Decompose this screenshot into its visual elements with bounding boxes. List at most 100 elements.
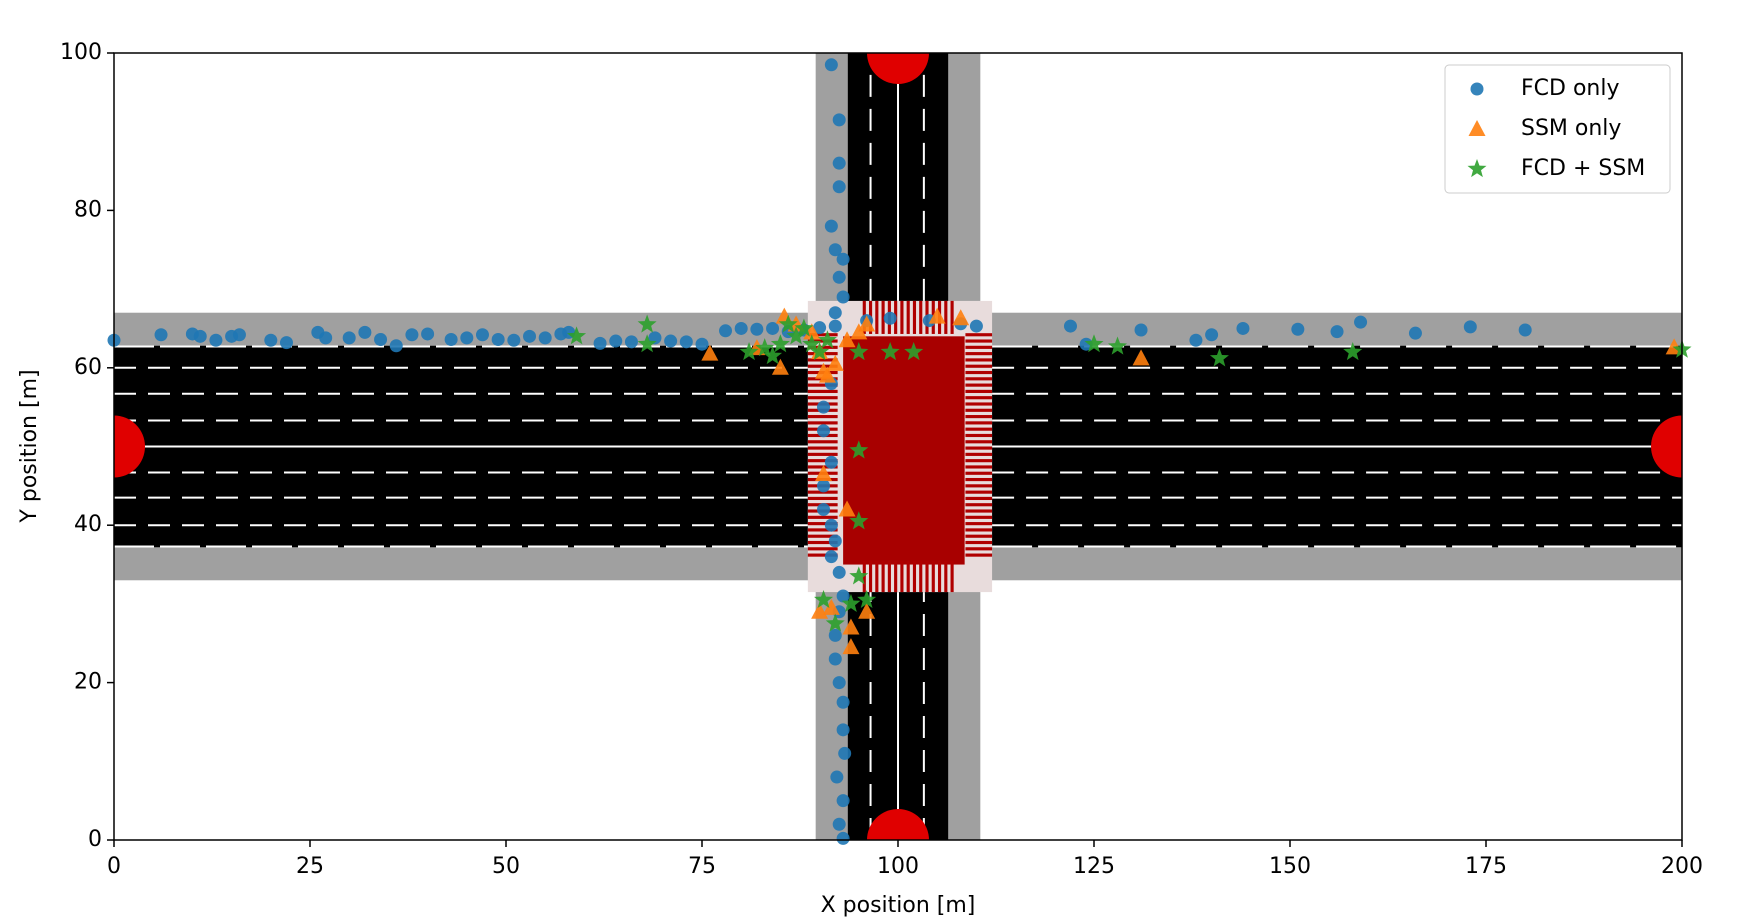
data-point	[828, 306, 842, 320]
data-point	[832, 180, 846, 194]
data-point	[719, 324, 733, 338]
y-tick-label: 60	[74, 355, 102, 380]
y-tick-label: 80	[74, 197, 102, 222]
crosswalk-stripe	[931, 560, 935, 593]
data-point	[832, 565, 846, 579]
data-point	[460, 331, 474, 345]
legend-label: FCD + SSM	[1521, 156, 1645, 181]
data-point	[832, 156, 846, 170]
node-marker	[867, 809, 929, 840]
legend-box	[1444, 64, 1671, 194]
data-point	[824, 58, 838, 72]
crosswalk-stripe	[807, 421, 838, 425]
crosswalk-stripe	[919, 300, 923, 334]
crosswalk-stripe	[965, 370, 993, 375]
crosswalk-stripe	[965, 377, 993, 381]
data-point	[209, 333, 223, 347]
crosswalk-stripe	[965, 433, 993, 438]
data-point	[279, 336, 293, 350]
data-point	[593, 336, 607, 350]
x-tick-label: 75	[688, 854, 716, 879]
crosswalk-stripe	[965, 547, 993, 551]
crosswalk-stripe	[807, 440, 838, 444]
data-point	[842, 618, 860, 635]
data-point	[817, 479, 831, 493]
data-point	[193, 329, 207, 343]
data-point	[1291, 322, 1305, 336]
data-point	[444, 332, 458, 346]
crosswalk-stripe	[894, 560, 898, 593]
data-point	[523, 329, 537, 343]
data-point	[842, 638, 860, 655]
crosswalk-stripe	[950, 560, 954, 593]
crosswalk-stripe	[965, 427, 993, 431]
data-point	[1518, 323, 1532, 337]
data-point	[491, 332, 505, 346]
data-point	[904, 342, 924, 361]
crosswalk-stripe	[807, 553, 838, 557]
data-point	[818, 366, 836, 383]
data-point	[824, 518, 838, 532]
crosswalk-stripe	[807, 333, 838, 337]
data-point	[836, 252, 850, 266]
crosswalk-stripe	[807, 415, 838, 419]
data-point	[739, 342, 759, 361]
data-point	[538, 331, 552, 345]
data-point	[817, 424, 831, 438]
data-point	[1330, 325, 1344, 339]
data-point	[1189, 333, 1203, 347]
data-point	[342, 331, 356, 345]
data-point	[849, 566, 869, 585]
data-point	[763, 345, 783, 365]
data-point	[824, 550, 838, 564]
crosswalk-stripe	[906, 300, 910, 334]
x-axis-label: X position [m]	[821, 893, 976, 918]
data-point	[154, 328, 168, 342]
crosswalk-stripe	[965, 522, 993, 526]
data-point	[836, 831, 850, 845]
x-tick-label: 175	[1465, 854, 1507, 879]
data-point	[507, 333, 521, 347]
data-point	[857, 589, 877, 609]
crosswalk-stripe	[807, 446, 838, 450]
node-marker	[1651, 415, 1682, 478]
data-point	[232, 328, 246, 342]
legend-label: SSM only	[1521, 116, 1621, 141]
data-point	[1408, 326, 1422, 340]
data-point	[701, 344, 719, 361]
data-point	[832, 676, 846, 690]
crosswalk-stripe	[965, 389, 993, 393]
scatter-points	[107, 58, 1692, 845]
crosswalk-stripe	[965, 440, 993, 444]
crosswalk-stripe	[965, 490, 993, 494]
crosswalk-stripe	[900, 300, 904, 334]
data-point	[836, 723, 850, 737]
crosswalk-stripe	[906, 560, 910, 593]
data-point	[814, 589, 834, 609]
data-point	[770, 334, 790, 353]
data-point	[1236, 321, 1250, 335]
data-point	[815, 465, 833, 482]
crosswalk-stripe	[965, 452, 993, 456]
data-point	[880, 342, 900, 361]
data-point	[830, 770, 844, 784]
crosswalk-stripe	[944, 300, 948, 334]
legend: FCD only SSM only FCD + SSM	[1444, 64, 1671, 194]
data-point	[358, 325, 372, 339]
crosswalk-stripe	[965, 534, 993, 538]
crosswalk-stripe	[807, 534, 838, 538]
crosswalk-stripe	[965, 496, 993, 501]
data-point	[1205, 328, 1219, 342]
crosswalk-stripe	[807, 540, 838, 545]
data-point	[858, 602, 876, 619]
crosswalk-stripe	[965, 477, 993, 482]
data-point	[734, 321, 748, 335]
data-point	[771, 358, 789, 375]
data-point	[841, 593, 861, 612]
crosswalk-stripe	[965, 396, 993, 400]
y-tick-label: 100	[60, 40, 102, 65]
crosswalk-stripe	[925, 560, 929, 593]
data-point	[825, 613, 845, 632]
data-point	[1134, 323, 1148, 337]
